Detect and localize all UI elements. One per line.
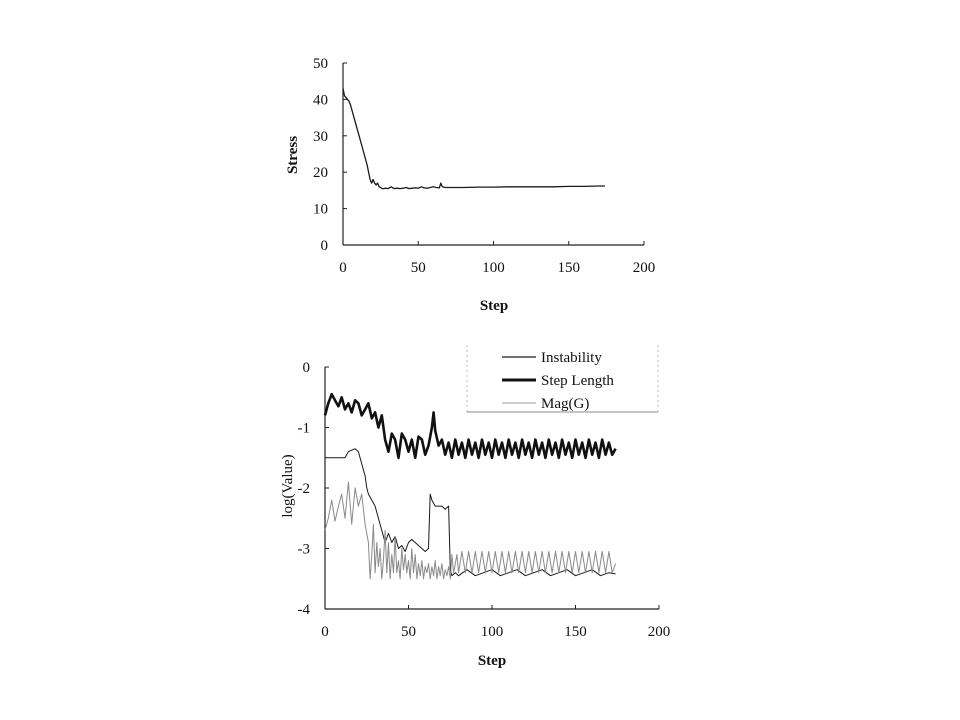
stress-y-tick-label: 10 [313, 202, 328, 218]
stress-y-tick-label: 0 [321, 238, 329, 254]
log-value-y-tick-label: -3 [298, 542, 311, 558]
stress-y-axis-title: Stress [285, 136, 301, 174]
log-value-x-tick-label: 150 [564, 624, 587, 640]
log-value-y-tick-label: -2 [298, 481, 311, 497]
stress-x-tick-label: 100 [482, 260, 505, 276]
series-line-instability [325, 448, 616, 577]
legend-label-step-length: Step Length [541, 373, 614, 389]
legend-label-instability: Instability [541, 350, 602, 366]
log-value-y-tick-label: -4 [298, 602, 311, 618]
log-value-y-tick-label: -1 [298, 421, 311, 437]
stress-x-tick-label: 50 [411, 260, 426, 276]
stress-x-axis-title: Step [480, 298, 508, 314]
stress-y-tick-label: 50 [313, 56, 328, 72]
stress-y-tick-label: 40 [313, 92, 328, 108]
stress-x-tick-label: 0 [339, 260, 347, 276]
stress-chart: Stress Step 0 50 100 150 200 0 10 20 30 40 50 [285, 56, 655, 314]
log-value-x-tick-label: 200 [648, 624, 671, 640]
log-value-x-tick-label: 0 [321, 624, 329, 640]
legend: Instability Step Length Mag(G) [466, 345, 659, 413]
log-value-y-tick-label: 0 [303, 360, 311, 376]
legend-label-mag-g: Mag(G) [541, 396, 589, 412]
stress-y-tick-label: 30 [313, 129, 328, 145]
stress-y-tick-label: 20 [313, 165, 328, 181]
log-value-x-tick-label: 50 [401, 624, 416, 640]
series-line-stress [342, 88, 605, 190]
log-value-chart: log(Value) Step Instability Step Length … [280, 345, 670, 669]
log-value-x-axis-title: Step [478, 653, 506, 669]
log-value-x-tick-label: 100 [481, 624, 504, 640]
stress-x-tick-label: 150 [558, 260, 581, 276]
legend-box-edge [466, 345, 659, 412]
stress-x-tick-label: 200 [633, 260, 656, 276]
log-value-y-axis-title: log(Value) [280, 454, 296, 517]
series-line-mag-g [324, 481, 617, 580]
series-line-step-length [323, 392, 617, 460]
